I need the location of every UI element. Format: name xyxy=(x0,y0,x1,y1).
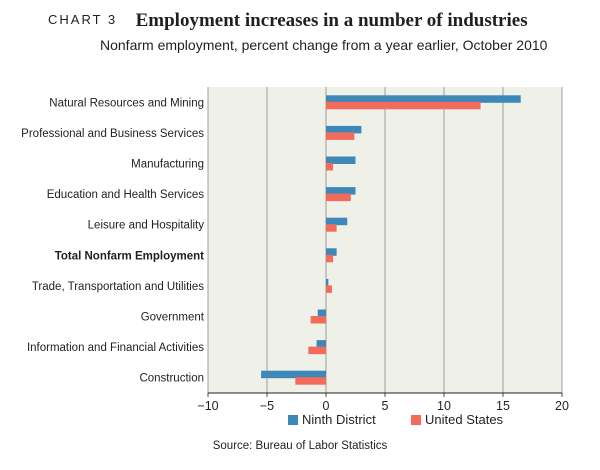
bar-ninth-district xyxy=(326,125,362,134)
legend-swatch xyxy=(411,415,421,425)
category-label: Manufacturing xyxy=(131,159,204,171)
category-label: Information and Financial Activities xyxy=(27,342,204,354)
legend-label: United States xyxy=(425,412,504,427)
x-tick-label: 20 xyxy=(555,399,569,413)
category-label: Education and Health Services xyxy=(47,189,205,201)
x-tick-label: −10 xyxy=(197,399,218,413)
bar-united-states xyxy=(326,254,334,263)
bar-ninth-district xyxy=(326,187,356,195)
bar-united-states xyxy=(326,224,337,232)
bar-united-states xyxy=(326,193,351,202)
x-tick-label: 15 xyxy=(496,399,510,413)
x-tick-label: −5 xyxy=(260,399,274,413)
category-label: Natural Resources and Mining xyxy=(49,97,204,109)
legend-label: Ninth District xyxy=(302,412,376,427)
bar-ninth-district xyxy=(261,370,326,379)
chart-subtitle: Nonfarm employment, percent change from … xyxy=(100,37,548,53)
category-label: Total Nonfarm Employment xyxy=(55,250,204,262)
category-label: Leisure and Hospitality xyxy=(88,220,205,232)
bar-ninth-district xyxy=(326,248,337,256)
bar-ninth-district xyxy=(316,340,326,348)
category-label: Construction xyxy=(139,373,204,385)
legend-swatch xyxy=(288,415,298,425)
chart-title: Employment increases in a number of indu… xyxy=(135,10,528,31)
bar-ninth-district xyxy=(326,217,348,226)
bar-united-states xyxy=(326,163,334,171)
chart-heading: CHART 3 Employment increases in a number… xyxy=(48,10,528,32)
bar-ninth-district xyxy=(326,278,329,287)
x-tick-label: 0 xyxy=(323,399,330,413)
category-label: Trade, Transportation and Utilities xyxy=(32,281,204,293)
bar-ninth-district xyxy=(317,309,326,317)
bar-ninth-district xyxy=(326,95,521,103)
bar-united-states xyxy=(326,132,355,140)
chart-source: Source: Bureau of Labor Statistics xyxy=(212,440,388,452)
bar-united-states xyxy=(310,316,326,324)
category-label: Professional and Business Services xyxy=(21,128,204,140)
category-label: Government xyxy=(141,312,205,324)
bar-united-states xyxy=(326,101,481,110)
bar-united-states xyxy=(326,285,332,293)
x-tick-label: 10 xyxy=(437,399,451,413)
x-tick-label: 5 xyxy=(382,399,389,413)
bar-united-states xyxy=(308,346,326,355)
bar-united-states xyxy=(295,377,326,385)
chart-number: CHART 3 xyxy=(48,12,118,27)
bar-ninth-district xyxy=(326,156,356,164)
